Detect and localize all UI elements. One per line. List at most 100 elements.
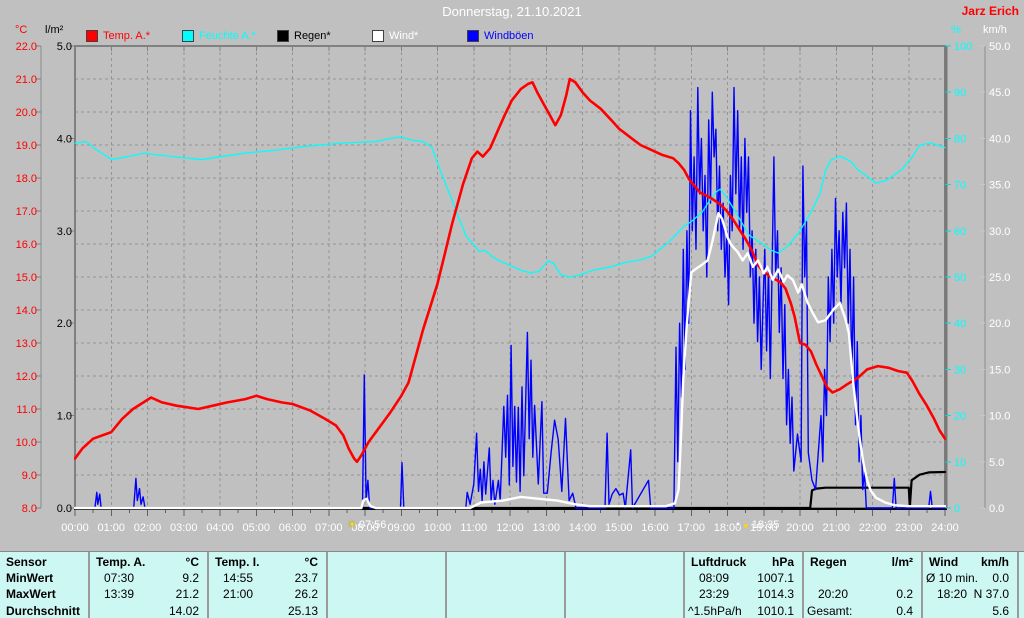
column-name: Wind bbox=[929, 555, 959, 569]
rain-axis-unit: l/m² bbox=[45, 24, 64, 36]
table-column-temp-i: Temp. I. °C 14:55 23.7 21:00 26.2 25.13 bbox=[207, 552, 326, 618]
legend-label-windboeen: Windböen bbox=[484, 29, 534, 42]
humidity-tick-label: 20 bbox=[954, 411, 966, 423]
table-column-luftdruck: Luftdruck hPa 08:09 1007.1 23:29 1014.3 ^1.5hP… bbox=[683, 552, 802, 618]
temp-tick-label: 19.0 bbox=[16, 140, 37, 152]
station-owner-label: Jarz Erich bbox=[961, 4, 1019, 18]
table-cell-regen-row3: Gesamt: 0.4 bbox=[804, 602, 921, 618]
legend-label-regen: Regen* bbox=[294, 29, 331, 42]
table-column-header-temp-i: Temp. I. °C bbox=[209, 554, 326, 570]
temp-tick-label: 15.0 bbox=[16, 272, 37, 284]
rain-tick-label: 4.0 bbox=[57, 133, 72, 145]
table-cell-empty-1-row3 bbox=[328, 602, 445, 618]
table-cell-regen-row1 bbox=[804, 570, 921, 586]
table-column-header-empty-1 bbox=[328, 554, 445, 570]
table-cell-temp-i-row1: 14:55 23.7 bbox=[209, 570, 326, 586]
table-cell-temp-a-row2: 13:39 21.2 bbox=[90, 586, 207, 602]
time-tick-label: 05:00 bbox=[242, 522, 270, 534]
rain-tick-label: 2.0 bbox=[57, 318, 72, 330]
time-tick-label: 06:00 bbox=[279, 522, 307, 534]
humidity-tick-label: 60 bbox=[954, 226, 966, 238]
table-column-empty-3 bbox=[564, 552, 683, 618]
table-cell-wind-row1: Ø 10 min. 0.0 bbox=[923, 570, 1017, 586]
temp-tick-label: 10.0 bbox=[16, 437, 37, 449]
time-tick-label: 13:00 bbox=[532, 522, 560, 534]
sunset-arrow-icon: ▼ bbox=[741, 522, 750, 531]
cell-time: 08:09 bbox=[699, 571, 730, 585]
table-column-wind: Wind km/h Ø 10 min. 0.0 18:20 N 37.0 5.6 bbox=[921, 552, 1017, 618]
weather-chart-plot: 22.0 21.0 20.0 19.0 18.0 17.0 16.0 15.0 14.0 13.0… bbox=[16, 41, 1011, 534]
cell-value: N 37.0 bbox=[973, 587, 1009, 601]
table-column-header-empty-3 bbox=[566, 554, 683, 570]
cell-value: 0.4 bbox=[896, 603, 913, 618]
wind-tick-label: 40.0 bbox=[989, 133, 1010, 145]
cell-value: 5.6 bbox=[992, 603, 1009, 618]
cell-time: 13:39 bbox=[104, 587, 135, 601]
cell-value: 21.2 bbox=[175, 587, 199, 601]
stats-table: Sensor MinWert MaxWert Durchschnitt Temp. A.… bbox=[0, 551, 1024, 618]
wind-tick-label: 30.0 bbox=[989, 226, 1010, 238]
temp-tick-label: 11.0 bbox=[16, 404, 37, 416]
table-cell-empty-3-row1 bbox=[566, 570, 683, 586]
wind-tick-label: 45.0 bbox=[989, 87, 1010, 99]
time-tick-label: 24:00 bbox=[931, 522, 959, 534]
temp-tick-label: 20.0 bbox=[16, 107, 37, 119]
humidity-tick-label: 30 bbox=[954, 364, 966, 376]
table-column-regen: Regen l/m² 20:20 0.2 Gesamt: 0.4 bbox=[802, 552, 921, 618]
time-tick-label: 17:00 bbox=[677, 522, 705, 534]
time-tick-label: 15:00 bbox=[605, 522, 633, 534]
legend-label-feuchte-a: Feuchte A.* bbox=[199, 29, 256, 42]
cell-time: 20:20 bbox=[818, 587, 849, 601]
legend-label-temp-a: Temp. A.* bbox=[103, 29, 151, 42]
wind-tick-label: 20.0 bbox=[989, 318, 1010, 330]
column-unit: °C bbox=[185, 555, 199, 569]
sunrise-marker: ☀ 07:56 bbox=[347, 518, 386, 532]
table-cell-empty-2-row2 bbox=[447, 586, 564, 602]
temp-tick-label: 9.0 bbox=[22, 470, 37, 482]
cell-time: ^1.5hPa/h bbox=[688, 603, 742, 618]
legend-swatch-feuchte-a bbox=[182, 29, 194, 42]
table-row-label-minwert: MinWert bbox=[6, 571, 54, 585]
table-cell-wind-row3: 5.6 bbox=[923, 602, 1017, 618]
wind-tick-label: 10.0 bbox=[989, 411, 1010, 423]
time-tick-label: 02:00 bbox=[134, 522, 162, 534]
cell-time: 23:29 bbox=[699, 587, 730, 601]
humidity-tick-label: 40 bbox=[954, 318, 966, 330]
table-column-empty-2 bbox=[445, 552, 564, 618]
legend-swatch-temp-a bbox=[86, 29, 98, 42]
time-tick-label: 11:00 bbox=[460, 522, 487, 534]
temp-tick-label: 17.0 bbox=[16, 206, 37, 218]
table-cell-regen-row2: 20:20 0.2 bbox=[804, 586, 921, 602]
legend-item-feuchte-a: Feuchte A.* bbox=[182, 29, 256, 42]
temp-tick-label: 8.0 bbox=[22, 503, 37, 515]
humidity-tick-label: 10 bbox=[954, 457, 966, 469]
legend-swatch-wind bbox=[372, 29, 384, 42]
series-temp-a bbox=[74, 77, 946, 464]
table-cell-empty-1-row1 bbox=[328, 570, 445, 586]
cell-value: 0.0 bbox=[992, 571, 1009, 585]
rain-tick-label: 1.0 bbox=[57, 411, 72, 423]
cell-value: 1014.3 bbox=[757, 587, 794, 601]
temp-tick-label: 21.0 bbox=[16, 74, 37, 86]
table-cell-empty-3-row3 bbox=[566, 602, 683, 618]
wind-tick-label: 25.0 bbox=[989, 272, 1010, 284]
series-wind bbox=[74, 211, 946, 510]
cell-value: 9.2 bbox=[182, 571, 199, 585]
time-tick-label: 12:00 bbox=[496, 522, 524, 534]
table-cell-temp-i-row3: 25.13 bbox=[209, 602, 326, 618]
table-row-label-maxwert: MaxWert bbox=[6, 587, 56, 601]
table-column-header-wind: Wind km/h bbox=[923, 554, 1017, 570]
legend-swatch-windboeen bbox=[467, 29, 479, 42]
rain-tick-label: 0.0 bbox=[57, 503, 72, 515]
time-tick-label: 04:00 bbox=[206, 522, 234, 534]
table-column-header-empty-2 bbox=[447, 554, 564, 570]
temp-tick-label: 12.0 bbox=[16, 371, 37, 383]
wind-axis-unit: km/h bbox=[983, 24, 1007, 36]
humidity-tick-label: 80 bbox=[954, 133, 966, 145]
table-cell-empty-3-row2 bbox=[566, 586, 683, 602]
time-tick-label: 20:00 bbox=[786, 522, 814, 534]
time-tick-label: 23:00 bbox=[895, 522, 923, 534]
legend-item-temp-a: Temp. A.* bbox=[86, 29, 150, 42]
time-tick-label: 19:00 bbox=[750, 522, 778, 534]
cell-time: 14:55 bbox=[223, 571, 254, 585]
